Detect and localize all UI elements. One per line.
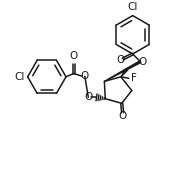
Text: Cl: Cl	[127, 2, 138, 12]
Text: F: F	[131, 73, 137, 83]
Text: O: O	[139, 57, 147, 67]
Text: O: O	[84, 92, 92, 102]
Text: O: O	[116, 55, 124, 65]
Polygon shape	[104, 61, 141, 81]
Polygon shape	[121, 69, 128, 77]
Text: O: O	[70, 51, 78, 61]
Text: Cl: Cl	[14, 72, 24, 82]
Text: O: O	[119, 111, 127, 121]
Text: O: O	[81, 71, 89, 81]
